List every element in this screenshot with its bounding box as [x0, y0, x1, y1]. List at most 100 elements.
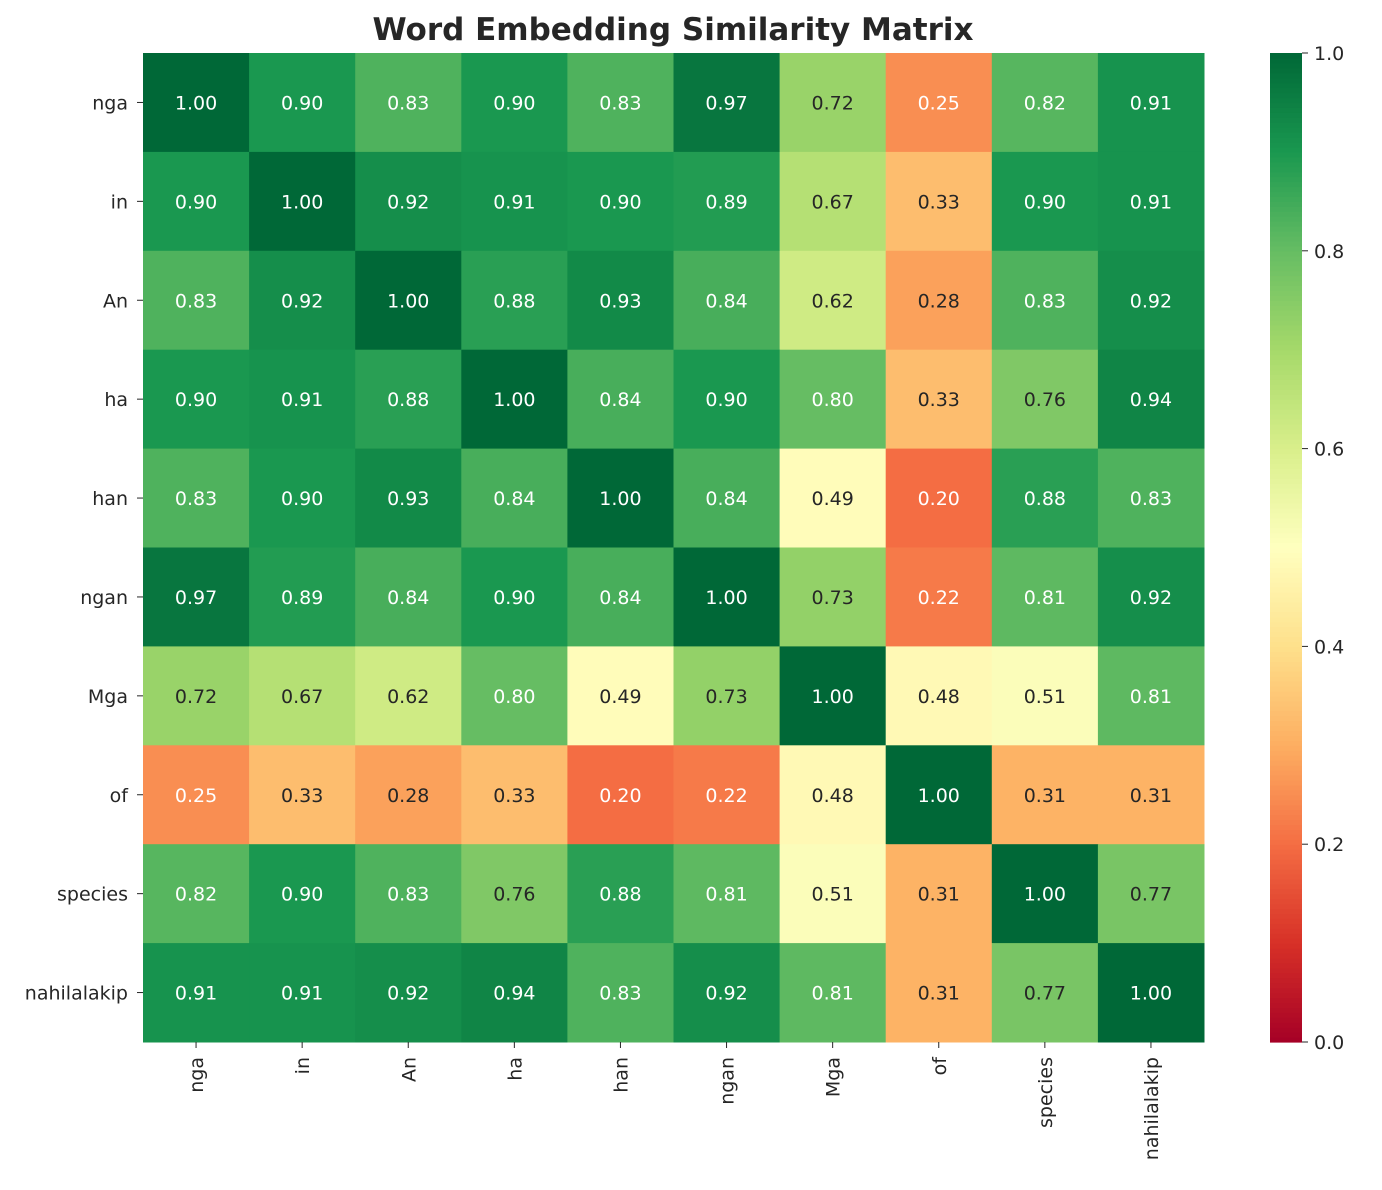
heatmap-cell: [779, 53, 887, 153]
cell-annotation: 0.92: [1130, 290, 1172, 312]
heatmap-cell: [143, 250, 250, 351]
colorbar-segment: [1270, 789, 1302, 796]
cell-annotation: 0.33: [918, 389, 960, 411]
heatmap-cell: [567, 943, 674, 1043]
cell-annotation: 0.91: [175, 983, 217, 1005]
row-label: of: [110, 785, 130, 807]
heatmap-cell: [355, 448, 462, 548]
heatmap-cell: [249, 547, 356, 647]
cell-annotation: 0.25: [918, 92, 960, 114]
heatmap-cell: [461, 53, 568, 153]
heatmap-cell: [355, 250, 462, 351]
heatmap-cell: [461, 151, 568, 252]
colorbar-segment: [1270, 527, 1302, 534]
colorbar-segment: [1270, 1037, 1302, 1043]
heatmap-cell: [567, 547, 674, 647]
colorbar-segment: [1270, 1022, 1302, 1028]
heatmap-cell: [143, 646, 250, 746]
colorbar-segment: [1270, 493, 1302, 499]
colorbar-segment: [1270, 770, 1302, 776]
cell-annotation: 1.00: [1130, 983, 1172, 1005]
heatmap-cell: [991, 250, 1099, 351]
colorbar-segment: [1270, 1002, 1302, 1008]
colorbar-segment: [1270, 82, 1302, 89]
colorbar-segment: [1270, 433, 1302, 440]
colorbar-segment: [1270, 710, 1302, 717]
heatmap-cell: [673, 943, 781, 1043]
colorbar-segment: [1270, 156, 1302, 163]
heatmap-cell: [885, 943, 993, 1043]
cell-annotation: 0.83: [175, 488, 217, 510]
colorbar-tick-label: 0.4: [1314, 636, 1344, 658]
colorbar-segment: [1270, 428, 1302, 435]
row-label: species: [57, 884, 128, 906]
row-label: in: [111, 191, 128, 213]
cell-annotation: 0.83: [387, 92, 429, 114]
row-label: ngan: [80, 587, 128, 609]
colorbar-segment: [1270, 646, 1302, 652]
heatmap-cell: [991, 547, 1099, 647]
colorbar-segment: [1270, 275, 1302, 282]
colorbar-segment: [1270, 705, 1302, 712]
cell-annotation: 0.22: [705, 785, 747, 807]
column-label: han: [610, 1057, 632, 1093]
colorbar-segment: [1270, 616, 1302, 623]
row-label: han: [92, 488, 128, 510]
cell-annotation: 0.73: [811, 587, 853, 609]
colorbar-segment: [1270, 87, 1302, 94]
cell-annotation: 0.83: [599, 92, 641, 114]
colorbar-segment: [1270, 186, 1302, 193]
colorbar-segment: [1270, 270, 1302, 277]
cell-annotation: 0.77: [1130, 884, 1172, 906]
heatmap-cell: [1097, 151, 1205, 252]
heatmap-cell: [355, 151, 462, 252]
heatmap-cell: [779, 250, 887, 351]
colorbar-segment: [1270, 676, 1302, 682]
cell-annotation: 1.00: [1024, 884, 1066, 906]
colorbar-segment: [1270, 92, 1302, 99]
colorbar-segment: [1270, 250, 1302, 257]
cell-annotation: 1.00: [493, 389, 535, 411]
colorbar-segment: [1270, 349, 1302, 356]
colorbar-segment: [1270, 359, 1302, 366]
column-labels: nga in An ha han ngan Mga of species nahilalakip: [186, 1042, 1163, 1160]
cell-annotation: 0.93: [599, 290, 641, 312]
heatmap-cell: [673, 646, 781, 746]
cell-annotation: 0.90: [175, 191, 217, 213]
colorbar-segment: [1270, 695, 1302, 702]
colorbar-segment: [1270, 656, 1302, 662]
colorbar-segment: [1270, 512, 1302, 519]
colorbar-segment: [1270, 127, 1302, 133]
colorbar-segment: [1270, 592, 1302, 598]
cell-annotation: 1.00: [705, 587, 747, 609]
colorbar-segment: [1270, 641, 1302, 647]
colorbar-segment: [1270, 324, 1302, 331]
colorbar-segment: [1270, 488, 1302, 494]
heatmap-cell: [1097, 547, 1205, 647]
colorbar-segment: [1270, 320, 1302, 326]
heatmap-cell: [461, 349, 568, 450]
heatmap-cell: [991, 349, 1099, 450]
heatmap-cell: [249, 448, 356, 548]
colorbar-segment: [1270, 389, 1302, 395]
colorbar-segment: [1270, 171, 1302, 178]
cell-annotation: 0.72: [175, 686, 217, 708]
colorbar-segment: [1270, 181, 1302, 188]
cell-annotation: 0.94: [1130, 389, 1172, 411]
colorbar-segment: [1270, 681, 1302, 687]
cell-annotation: 0.90: [281, 92, 323, 114]
heatmap-cell: [991, 646, 1099, 746]
heatmap-cell: [355, 646, 462, 746]
cell-annotation: 0.48: [811, 785, 853, 807]
colorbar-segment: [1270, 685, 1302, 692]
cell-annotation: 0.92: [281, 290, 323, 312]
cell-annotation: 0.83: [599, 983, 641, 1005]
cell-annotation: 0.28: [387, 785, 429, 807]
colorbar-segment: [1270, 235, 1302, 242]
colorbar-segment: [1270, 305, 1302, 311]
heatmap-cell: [673, 844, 781, 944]
colorbar-segment: [1270, 142, 1302, 148]
colorbar-segment: [1270, 671, 1302, 677]
colorbar-segment: [1270, 952, 1302, 959]
colorbar-segment: [1270, 621, 1302, 628]
